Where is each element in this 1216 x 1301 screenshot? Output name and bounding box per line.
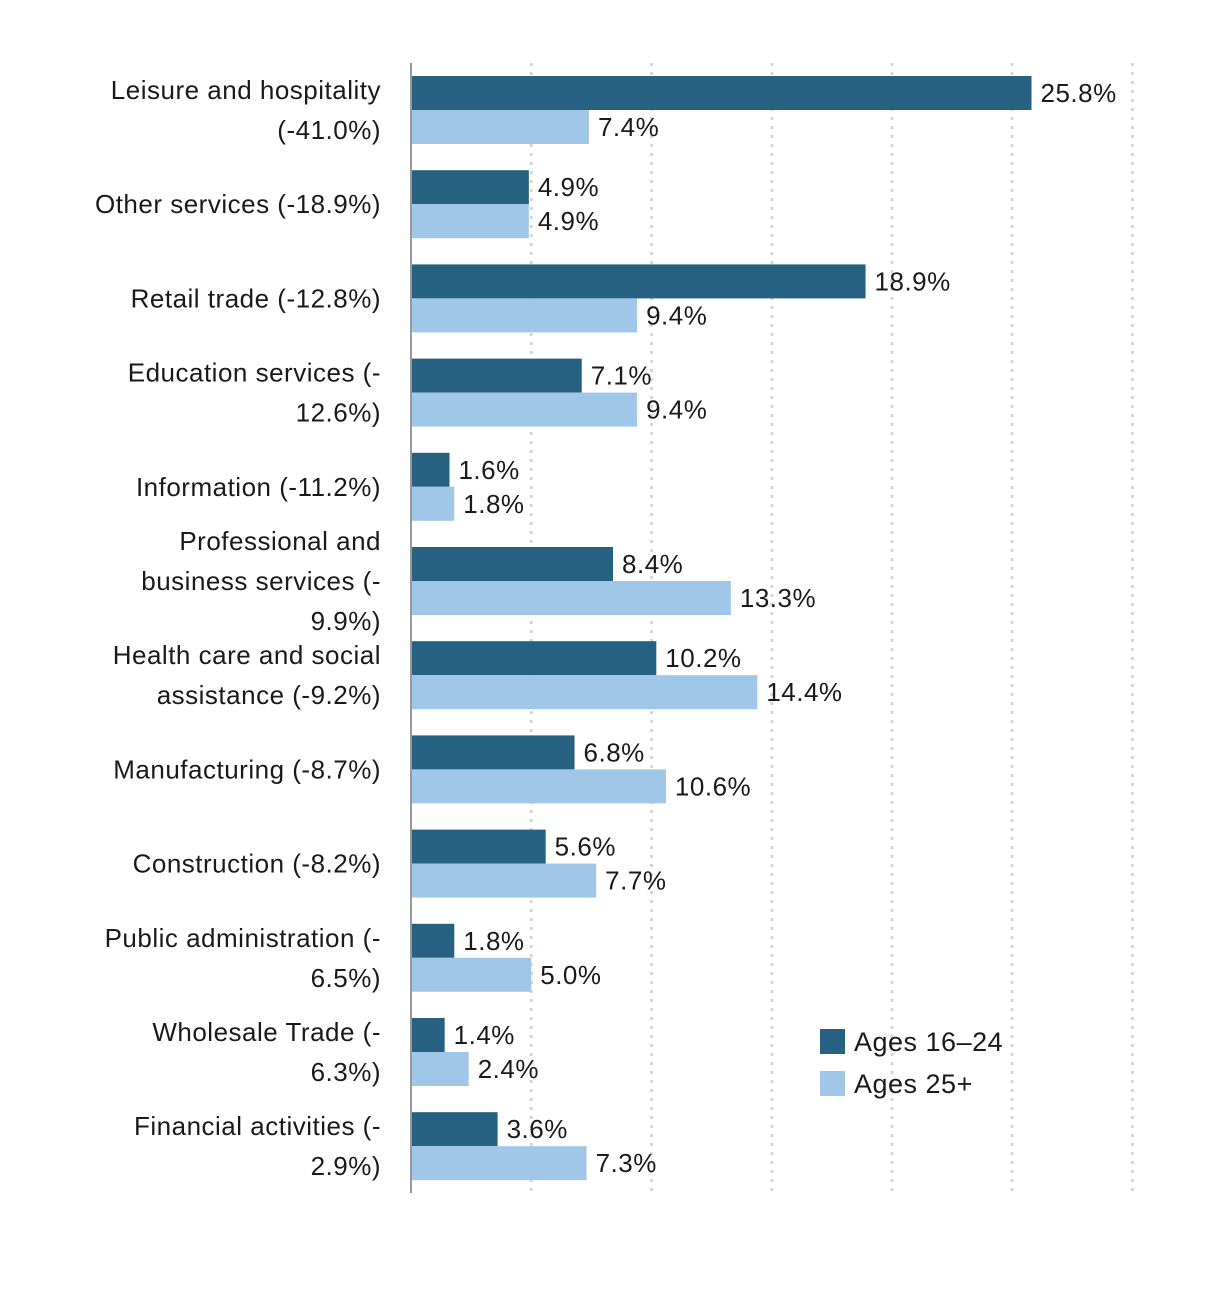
data-label: 9.4% [646,395,707,425]
value-labels: 25.8% 7.4% 4.9% 4.9% 18.9% 9.4% 7.1% 9.4% 1.6% 1.… [454,78,1117,1178]
bar [411,1146,587,1181]
data-label: 6.8% [584,737,645,767]
category-label: Leisure and hospitality (-41.0%) [111,75,381,145]
data-label: 13.3% [740,583,816,613]
bar [411,358,582,393]
category-label: Financial activities (-2.9%) [134,1111,381,1181]
legend-label: Ages 25+ [854,1069,973,1099]
bar [411,675,758,710]
category-label: Retail trade (-12.8%) [131,283,381,313]
legend-label: Ages 16–24 [854,1027,1003,1057]
bar [411,76,1032,110]
bar [411,110,589,144]
category-label: Information (-11.2%) [136,472,381,502]
data-label: 25.8% [1040,78,1116,108]
bar [411,486,455,521]
data-label: 14.4% [766,677,842,707]
category-label: Construction (-8.2%) [133,849,381,879]
data-label: 7.1% [591,361,652,391]
category-label: Professional and business services (-9.9%… [141,526,381,636]
bar [411,1112,498,1147]
data-label: 7.7% [605,866,666,896]
bar [411,863,597,898]
bar [411,204,529,239]
bar [411,547,614,581]
data-label: 18.9% [875,266,951,296]
bar [411,769,666,804]
bars [411,76,1032,1181]
legend: Ages 16–24 Ages 25+ [820,1027,1003,1099]
bar [411,392,638,427]
category-label: Education services (-12.6%) [128,358,381,428]
data-label: 1.8% [463,489,524,519]
legend-swatch [820,1071,845,1096]
data-label: 4.9% [538,172,599,202]
bar [411,581,731,615]
data-label: 9.4% [646,300,707,330]
bar [411,170,529,205]
bar [411,923,455,958]
bar [411,829,546,864]
legend-swatch [820,1029,845,1054]
category-label: Health care and social assistance (-9.2%) [113,640,381,710]
bar [411,735,575,770]
data-label: 2.4% [478,1054,539,1084]
data-label: 5.6% [555,832,616,862]
category-label: Public administration (-6.5%) [105,923,381,993]
data-label: 10.6% [675,771,751,801]
bar [411,1018,445,1052]
data-label: 1.6% [458,455,519,485]
category-labels: Leisure and hospitality (-41.0%) Other ser… [95,75,381,1181]
bar [411,1052,469,1086]
bar [411,298,638,333]
category-label: Manufacturing (-8.7%) [113,754,381,784]
data-label: 4.9% [538,206,599,236]
data-label: 1.4% [454,1020,515,1050]
data-label: 7.4% [598,112,659,142]
bar [411,957,532,992]
data-label: 8.4% [622,549,683,579]
data-label: 1.8% [463,926,524,956]
bar [411,641,657,676]
grid-lines [529,63,1134,1193]
data-label: 7.3% [596,1148,657,1178]
bar [411,452,450,487]
category-label: Wholesale Trade (-6.3%) [152,1017,381,1087]
data-label: 3.6% [507,1114,568,1144]
data-label: 5.0% [540,960,601,990]
data-label: 10.2% [665,643,741,673]
bar [411,264,866,299]
category-label: Other services (-18.9%) [95,189,381,219]
